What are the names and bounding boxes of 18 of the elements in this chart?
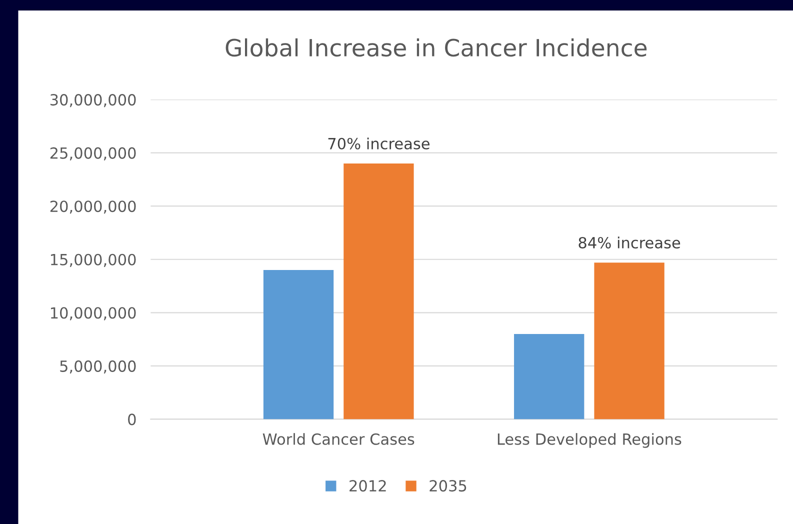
y-tick-label: 0 [128, 414, 136, 426]
bar [344, 163, 414, 420]
annotation: 70% increase [328, 138, 430, 150]
x-tick-label: World Cancer Cases [262, 433, 414, 445]
bar [263, 270, 334, 420]
y-tick-label: 20,000,000 [50, 200, 136, 214]
y-tick-label: 15,000,000 [50, 254, 136, 267]
annotation: 84% increase [578, 236, 680, 249]
bar [594, 262, 664, 420]
y-tick-label: 30,000,000 [50, 94, 136, 108]
y-tick-label: 10,000,000 [50, 307, 136, 320]
bar [514, 334, 584, 420]
x-tick-label: Less Developed Regions [498, 433, 682, 448]
legend-label: 2035 [430, 480, 466, 492]
legend-label: 2012 [350, 480, 386, 492]
y-tick-label: 25,000,000 [50, 147, 136, 160]
y-tick-label: 5,000,000 [60, 360, 136, 374]
chart-title: Global Increase in Cancer Incidence [226, 38, 647, 57]
